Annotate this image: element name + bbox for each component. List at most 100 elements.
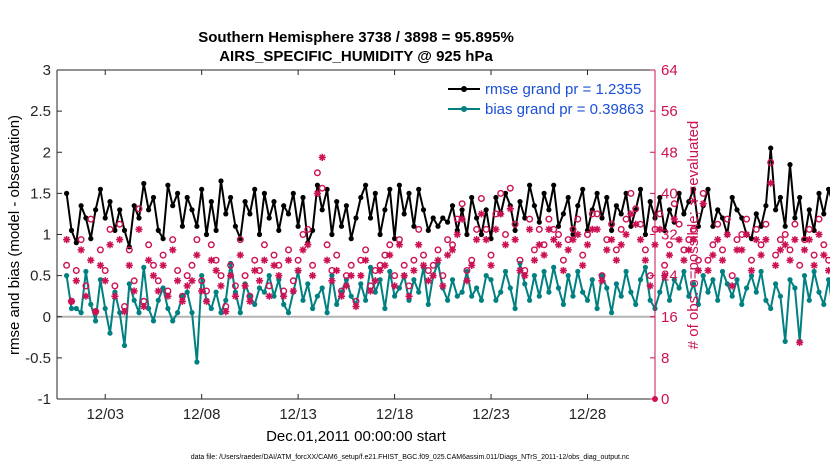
rmse-point [117, 207, 123, 213]
obs-evaluated-point [530, 256, 539, 264]
obs-possible-point [815, 215, 823, 223]
obs-evaluated-point [130, 287, 138, 295]
rmse-point [826, 186, 830, 192]
obs-evaluated-point [91, 308, 100, 316]
obs-possible-point [96, 246, 104, 254]
obs-evaluated-point [159, 261, 167, 269]
obs-possible-point [106, 225, 114, 233]
obs-evaluated-point [501, 241, 510, 249]
bias-point [179, 293, 185, 299]
obs-possible-point [87, 215, 95, 223]
bias-point [271, 293, 277, 299]
obs-possible-point [145, 241, 153, 249]
obs-evaluated-point [448, 246, 457, 254]
bias-point [493, 297, 499, 303]
rmse-point [203, 231, 210, 238]
rmse-point [488, 236, 494, 242]
obs-evaluated-point [72, 277, 80, 285]
obs-evaluated-point [202, 297, 211, 305]
obs-possible-point [786, 246, 794, 254]
obs-possible-point [188, 261, 196, 269]
bias-point [416, 289, 422, 295]
bias-point [131, 297, 137, 303]
obs-evaluated-point [487, 261, 495, 269]
rmse-point [392, 236, 398, 242]
bias-point [382, 305, 388, 312]
obs-possible-point [805, 225, 813, 233]
obs-evaluated-point [603, 246, 611, 254]
bias-point [252, 301, 258, 307]
obs-evaluated-point [646, 282, 654, 290]
obs-possible-point [579, 251, 587, 259]
rmse-point [242, 199, 248, 205]
bias-point [700, 273, 706, 279]
obs-evaluated-point [728, 282, 736, 290]
obs-evaluated-point [265, 292, 273, 300]
bias-point [97, 277, 103, 283]
rmse-point [420, 207, 427, 213]
rmse-point [502, 190, 509, 196]
obs-possible-point [444, 236, 452, 244]
obs-evaluated-point [381, 261, 389, 269]
bias-point [657, 289, 663, 295]
bias-point [555, 285, 562, 291]
bias-point [763, 297, 769, 303]
obs-evaluated-point [468, 261, 476, 269]
rmse-point [112, 227, 118, 233]
rmse-point [141, 180, 147, 187]
obs-possible-point [820, 241, 828, 249]
bias-point [551, 264, 557, 270]
bias-point [300, 297, 306, 303]
bias-point [512, 305, 518, 312]
bias-point [329, 273, 335, 279]
bias-point [392, 293, 398, 299]
obs-evaluated-point [656, 225, 664, 233]
obs-evaluated-point [67, 297, 76, 305]
obs-evaluated-point [101, 277, 109, 285]
bias-point [777, 293, 784, 299]
obs-evaluated-point [453, 230, 461, 239]
bias-point [199, 273, 205, 279]
x-axis-label: Dec.01,2011 00:00:00 start [266, 428, 447, 445]
obs-possible-point [627, 189, 635, 197]
obs-evaluated-point [641, 256, 649, 264]
rmse-point [758, 223, 764, 229]
rmse-point [271, 199, 277, 205]
obs-evaluated-point [395, 241, 404, 249]
obs-possible-point [502, 230, 510, 238]
obs-evaluated-point [747, 266, 756, 275]
obs-possible-point [482, 225, 490, 233]
bias-point [387, 268, 393, 275]
obs-evaluated-point [246, 297, 254, 305]
bias-point [816, 289, 822, 295]
rmse-point [372, 190, 378, 196]
obs-possible-point [207, 241, 215, 249]
obs-possible-point [574, 215, 582, 223]
bias-point [681, 268, 687, 275]
rmse-point [604, 194, 610, 201]
bias-point [575, 268, 581, 275]
bias-point [73, 305, 79, 312]
obs-evaluated-point [164, 292, 172, 300]
obs-possible-point [434, 246, 442, 254]
bias-point [141, 264, 147, 270]
rmse-point [811, 227, 817, 233]
bias-point [78, 310, 84, 316]
obs-possible-point [559, 256, 567, 264]
bias-point [498, 289, 504, 295]
obs-evaluated-point [757, 251, 765, 259]
obs-evaluated-point [429, 272, 437, 280]
obs-evaluated-point [333, 266, 341, 275]
obs-possible-point [641, 246, 649, 254]
rmse-point [623, 190, 629, 196]
rmse-series-line [65, 147, 830, 248]
rmse-point [247, 211, 253, 217]
rmse-point [102, 215, 108, 221]
plot-area [57, 70, 830, 399]
bias-point [334, 301, 340, 307]
obs-evaluated-point [545, 225, 553, 233]
rmse-point [281, 203, 287, 209]
bias-point [715, 297, 721, 303]
obs-possible-point [420, 251, 428, 259]
